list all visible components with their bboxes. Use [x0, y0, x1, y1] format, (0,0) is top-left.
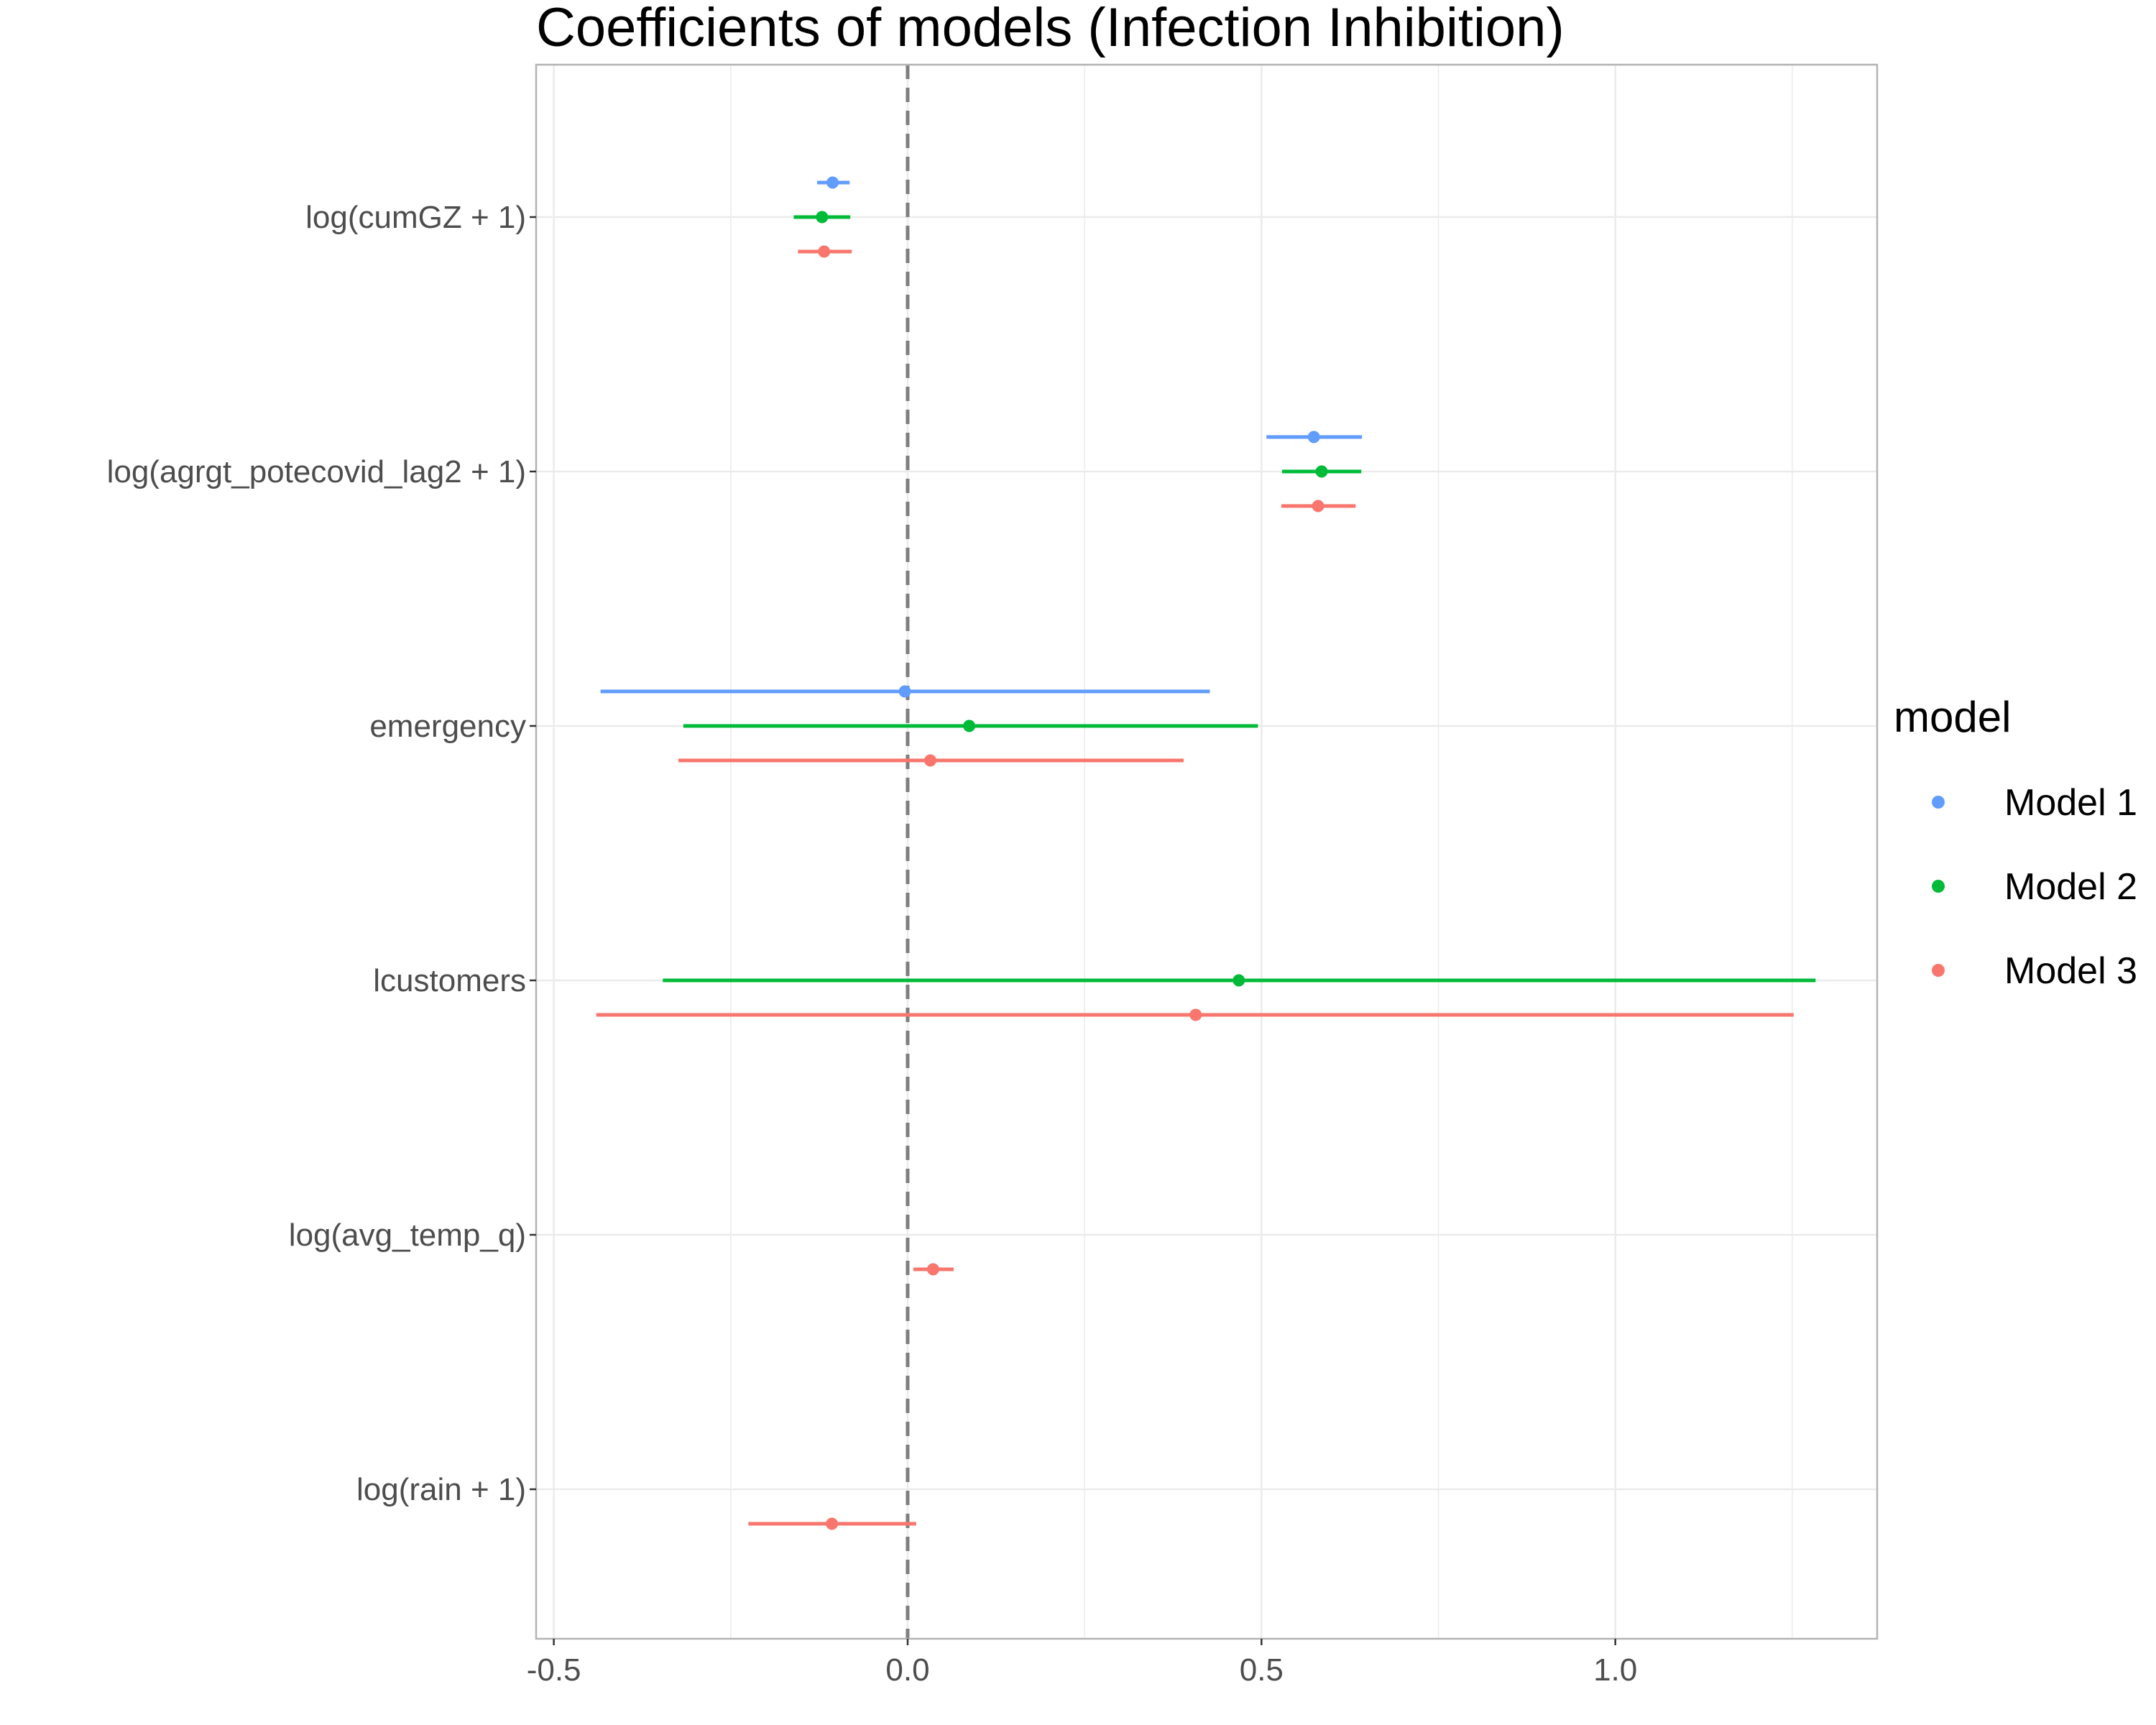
x-tick-label: 1.0: [1593, 1652, 1637, 1688]
legend-key: [1932, 880, 1945, 893]
estimate-point: [898, 685, 911, 698]
series-model-2: [663, 211, 1816, 987]
legend-key: [1932, 964, 1945, 977]
chart-title: Coefficients of models (Infection Inhibi…: [536, 0, 1565, 58]
estimate-point: [816, 211, 829, 224]
y-tick-label: log(cumGZ + 1): [305, 200, 526, 235]
estimate-point: [963, 719, 976, 732]
x-tick-label: -0.5: [527, 1652, 581, 1688]
legend: model Model 1 Model 2 Model 3: [1894, 693, 2137, 992]
y-tick-label: lcustomers: [373, 963, 526, 998]
y-tick-label: emergency: [369, 709, 526, 744]
x-tick-label: 0.0: [885, 1652, 929, 1688]
legend-label: Model 1: [2004, 782, 2137, 824]
series-model-3: [596, 245, 1794, 1530]
estimate-point: [926, 1263, 939, 1276]
x-axis: -0.5 0.0 0.5 1.0: [527, 1639, 1637, 1688]
series-model-1: [600, 176, 1363, 698]
estimate-point: [1233, 974, 1245, 987]
y-tick-label: log(avg_temp_q): [289, 1218, 526, 1253]
estimate-point: [826, 176, 839, 189]
plot-panel-border: [535, 63, 1879, 1640]
legend-key: [1932, 796, 1945, 809]
estimate-point: [1312, 500, 1325, 512]
estimate-point: [1189, 1008, 1202, 1021]
coefficient-marks: [596, 176, 1816, 1530]
estimate-point: [818, 245, 831, 258]
y-tick-label: log(agrgt_potecovid_lag2 + 1): [107, 454, 526, 489]
legend-label: Model 3: [2004, 950, 2137, 992]
y-axis: log(cumGZ + 1) log(agrgt_potecovid_lag2 +…: [107, 200, 536, 1507]
plot-panel: [536, 65, 1877, 1639]
estimate-point: [1307, 431, 1320, 443]
estimate-point: [826, 1517, 839, 1530]
y-tick-label: log(rain + 1): [356, 1472, 526, 1507]
legend-title: model: [1894, 693, 2011, 741]
estimate-point: [1315, 465, 1328, 478]
legend-label: Model 2: [2004, 866, 2137, 908]
x-tick-label: 0.5: [1240, 1652, 1284, 1688]
estimate-point: [923, 754, 936, 767]
